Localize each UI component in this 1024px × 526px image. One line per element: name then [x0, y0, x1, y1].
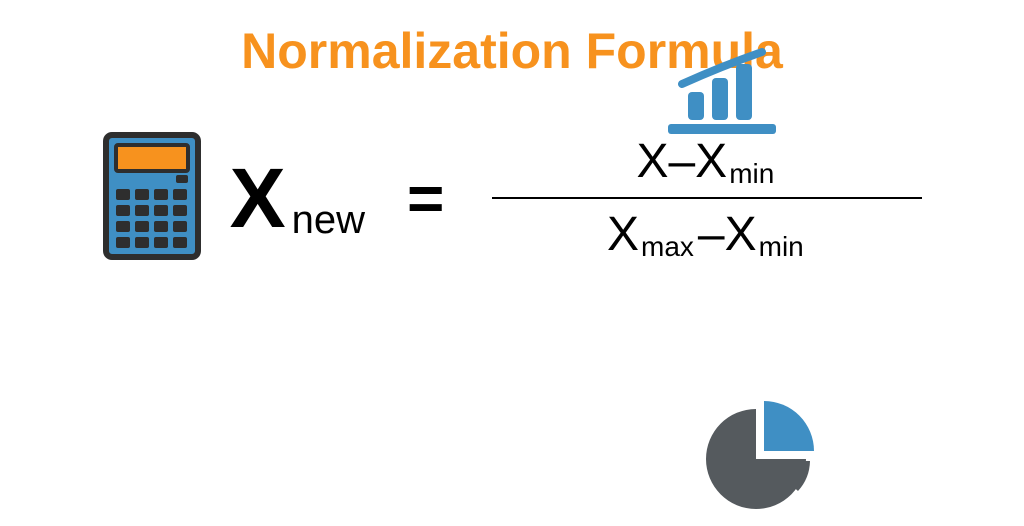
- lhs-variable: X: [230, 150, 286, 247]
- pie-chart-icon: [700, 395, 820, 520]
- num-t2-sub: min: [729, 158, 774, 190]
- lhs-subscript: new: [292, 198, 365, 243]
- denominator: X max – X min: [595, 203, 820, 266]
- page-title: Normalization Formula: [0, 0, 1024, 80]
- formula-lhs: X new: [230, 150, 359, 247]
- calculator-icon: [102, 131, 202, 266]
- den-t1: X: [607, 207, 639, 262]
- bar-chart-icon: [662, 48, 782, 143]
- den-minus: –: [698, 207, 725, 262]
- den-t2-sub: min: [759, 231, 804, 263]
- den-t2: X: [725, 207, 757, 262]
- fraction-bar: [492, 197, 922, 199]
- equals-sign: =: [407, 161, 444, 235]
- den-t1-sub: max: [641, 231, 694, 263]
- formula-container: X new = X – X min X max – X min: [0, 130, 1024, 266]
- formula-fraction: X – X min X max – X min: [492, 130, 922, 266]
